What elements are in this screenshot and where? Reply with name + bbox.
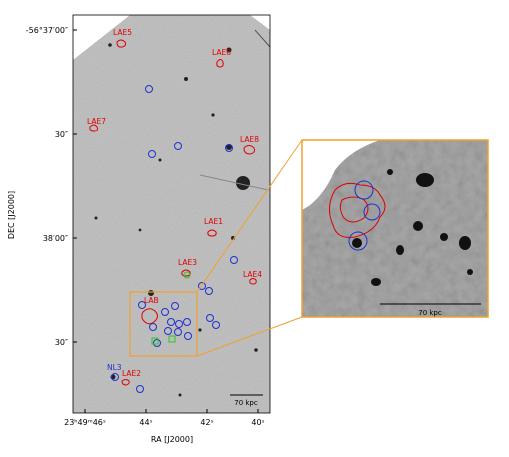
source-label: LAE8 (240, 135, 259, 144)
y-axis-label: DEC [J2000] (7, 191, 16, 239)
y-axis (73, 29, 77, 343)
connector (196, 316, 303, 357)
source-label: LAE7 (87, 117, 106, 126)
y-tick-label: 30″ (55, 130, 68, 139)
contours (89, 39, 257, 386)
x-tick-label: 40ˢ (251, 418, 264, 427)
source-label: LAE1 (204, 217, 223, 226)
connector (196, 139, 303, 293)
detections (111, 85, 238, 393)
y-tick-label: 30″ (55, 338, 68, 347)
inset-image (301, 139, 489, 318)
main-image (72, 14, 271, 414)
source-label: LAE5 (113, 28, 132, 37)
source-label: LAE2 (122, 369, 141, 378)
x-tick-label: 42ˢ (200, 418, 213, 427)
source-label: LAB (144, 296, 159, 305)
zoom-box (129, 291, 198, 357)
y-tick-label: -56°37′00″ (26, 26, 68, 35)
x-tick-label: 23ʰ49ᵐ46ˢ (64, 418, 106, 427)
source-label: LAE6 (212, 48, 231, 57)
source-label: LAE4 (243, 270, 262, 279)
x-axis-label: RA [J2000] (151, 435, 193, 444)
x-tick-label: 44ˢ (139, 418, 152, 427)
y-tick-label: 38′00″ (43, 234, 68, 243)
x-axis (84, 409, 259, 413)
inset-scale-label: 70 kpc (418, 309, 442, 317)
source-label: LAE3 (178, 258, 197, 267)
source-label: NL3 (107, 363, 122, 372)
scale-label: 70 kpc (234, 399, 258, 407)
